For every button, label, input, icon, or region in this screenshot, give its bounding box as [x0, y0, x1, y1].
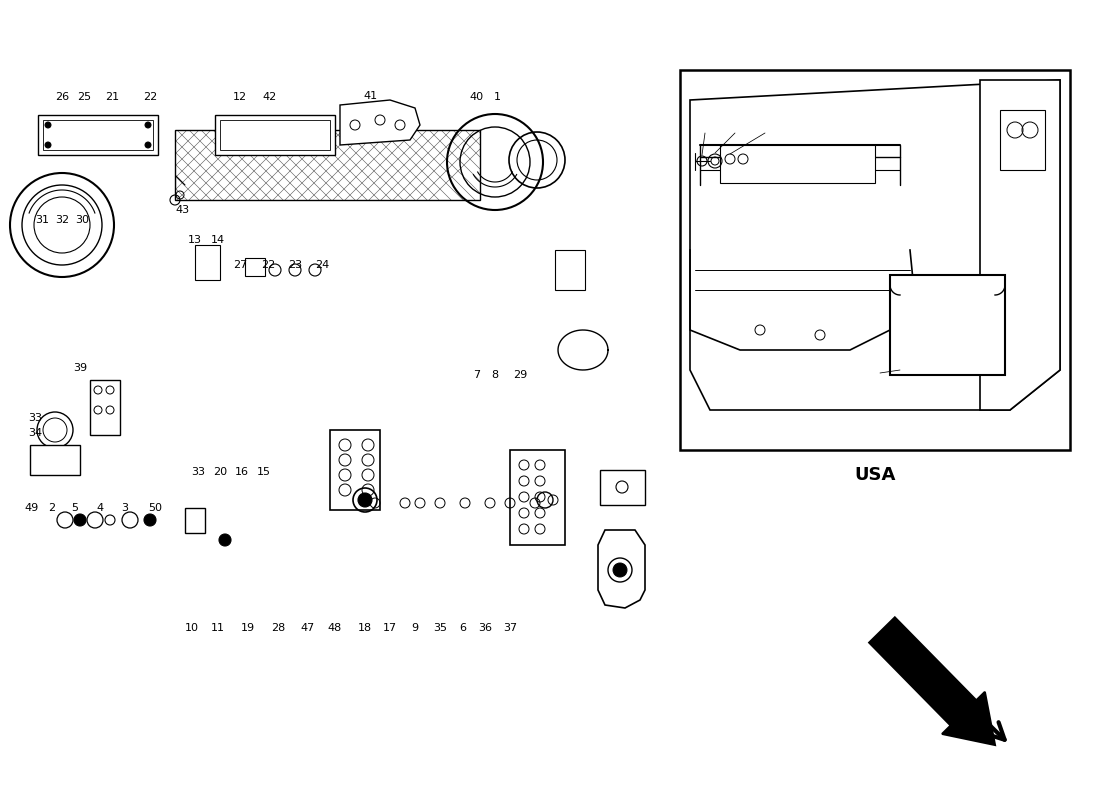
Text: 49: 49 [25, 503, 40, 513]
Text: 33: 33 [28, 413, 42, 423]
Text: 14: 14 [211, 235, 226, 245]
Bar [185, 508, 205, 533]
Text: 45: 45 [728, 122, 743, 132]
Polygon shape [340, 100, 420, 145]
Bar [195, 245, 220, 280]
Polygon shape [30, 118, 580, 335]
Polygon shape [0, 270, 30, 450]
Text: 29: 29 [513, 370, 527, 380]
Text: 42: 42 [263, 92, 277, 102]
Text: 41: 41 [363, 91, 377, 101]
Text: 8: 8 [492, 370, 498, 380]
Bar [90, 380, 120, 435]
Text: 6: 6 [460, 623, 466, 633]
Text: 9: 9 [411, 623, 419, 633]
Bar [680, 70, 1070, 450]
Text: 36: 36 [478, 623, 492, 633]
Circle shape [45, 122, 51, 128]
Text: eurospares: eurospares [773, 415, 967, 445]
Text: 23: 23 [288, 260, 302, 270]
Polygon shape [980, 80, 1060, 410]
Text: 20: 20 [213, 467, 227, 477]
Text: 35: 35 [433, 623, 447, 633]
Circle shape [74, 514, 86, 526]
Text: 2: 2 [48, 503, 56, 513]
Bar [30, 445, 80, 475]
Text: 30: 30 [75, 215, 89, 225]
Circle shape [45, 142, 51, 148]
Text: 32: 32 [55, 215, 69, 225]
Text: 47: 47 [301, 623, 315, 633]
Bar [330, 430, 380, 510]
Text: 46: 46 [758, 122, 772, 132]
Text: 13: 13 [188, 235, 202, 245]
Bar [0, 0, 1100, 130]
Bar [720, 145, 874, 183]
Bar [1000, 110, 1045, 170]
Text: eurospares: eurospares [384, 415, 576, 445]
Text: 1: 1 [494, 92, 501, 102]
Polygon shape [869, 618, 996, 745]
Bar [214, 115, 336, 155]
Polygon shape [30, 110, 580, 270]
Text: 27: 27 [233, 260, 248, 270]
Text: 11: 11 [211, 623, 226, 633]
Text: 4: 4 [97, 503, 103, 513]
Text: 38: 38 [865, 375, 879, 385]
Text: 31: 31 [35, 215, 50, 225]
Bar [245, 258, 265, 276]
Circle shape [358, 493, 372, 507]
Polygon shape [690, 80, 1060, 410]
Text: 18: 18 [358, 623, 372, 633]
Text: 34: 34 [28, 428, 42, 438]
Text: 19: 19 [241, 623, 255, 633]
Polygon shape [535, 115, 630, 440]
Text: 12: 12 [233, 92, 248, 102]
Text: 22: 22 [261, 260, 275, 270]
Bar [175, 130, 480, 200]
Text: 15: 15 [257, 467, 271, 477]
Bar [556, 250, 585, 290]
Circle shape [144, 514, 156, 526]
Bar [220, 120, 330, 150]
Text: 26: 26 [55, 92, 69, 102]
Text: 33: 33 [191, 467, 205, 477]
Text: 50: 50 [148, 503, 162, 513]
Text: 40: 40 [470, 92, 484, 102]
Text: 17: 17 [383, 623, 397, 633]
Text: 44: 44 [697, 122, 712, 132]
Circle shape [145, 142, 151, 148]
Polygon shape [598, 530, 645, 608]
Circle shape [613, 563, 627, 577]
Text: eurospares: eurospares [384, 555, 576, 585]
Text: 28: 28 [271, 623, 285, 633]
Text: eurospares: eurospares [103, 555, 296, 585]
Circle shape [219, 534, 231, 546]
Text: eurospares: eurospares [103, 415, 296, 445]
Text: 3: 3 [121, 503, 129, 513]
Text: 37: 37 [503, 623, 517, 633]
Bar [480, 0, 1100, 800]
Text: 22: 22 [143, 92, 157, 102]
Bar [890, 275, 1005, 375]
Text: 5: 5 [72, 503, 78, 513]
Bar [39, 115, 158, 155]
Text: 21: 21 [104, 92, 119, 102]
Bar [0, 0, 175, 800]
Text: 25: 25 [77, 92, 91, 102]
Bar [43, 120, 153, 150]
Circle shape [145, 122, 151, 128]
Text: 48: 48 [328, 623, 342, 633]
Text: USA: USA [855, 466, 895, 484]
Text: 24: 24 [315, 260, 329, 270]
Text: 39: 39 [73, 363, 87, 373]
Text: 7: 7 [473, 370, 481, 380]
Bar [510, 450, 565, 545]
Bar [30, 270, 530, 335]
Text: 10: 10 [185, 623, 199, 633]
Text: 16: 16 [235, 467, 249, 477]
Bar [600, 470, 645, 505]
Polygon shape [30, 320, 535, 440]
Text: 43: 43 [176, 205, 190, 215]
